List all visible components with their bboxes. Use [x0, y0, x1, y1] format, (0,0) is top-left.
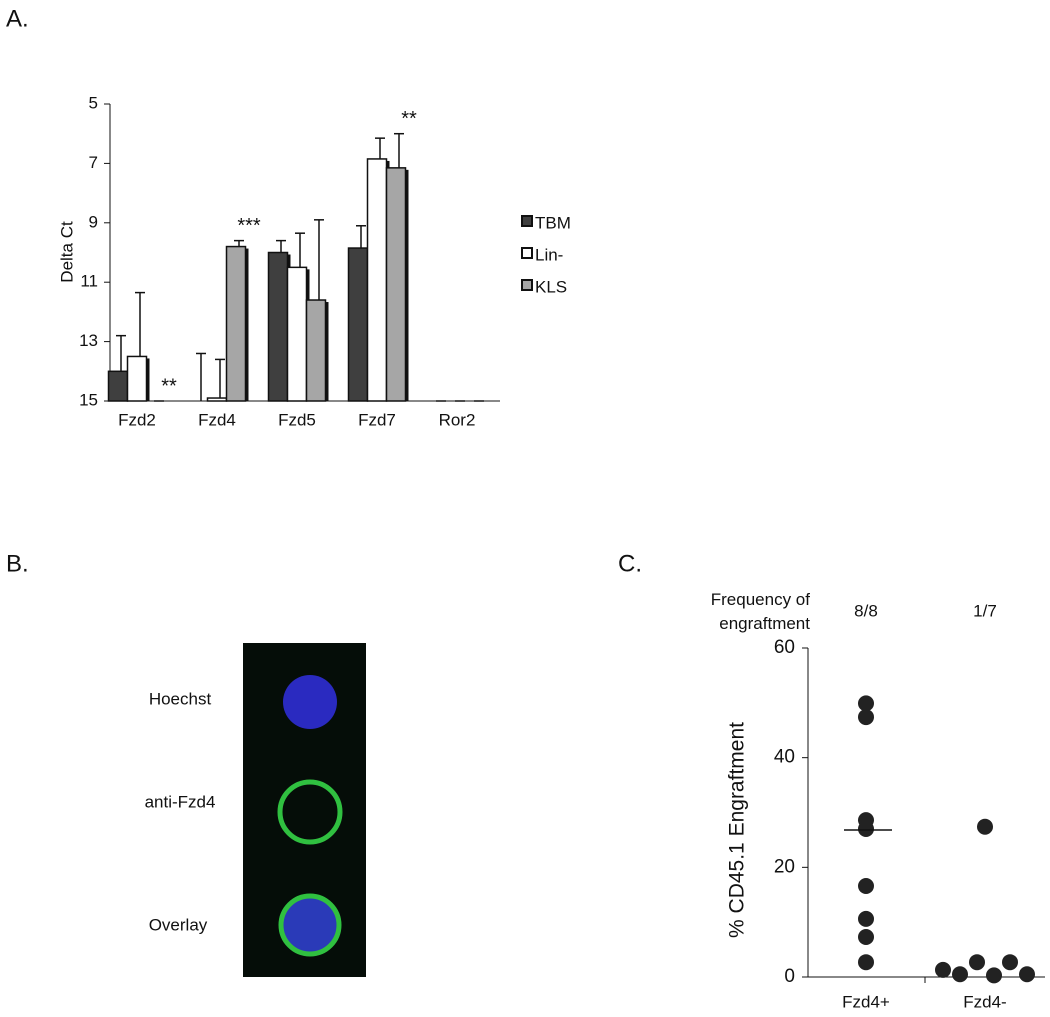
x-tick-label: Fzd4+ — [842, 992, 890, 1011]
y-axis-label: % CD45.1 Engraftment — [726, 722, 749, 938]
data-point — [858, 877, 874, 894]
data-point — [986, 967, 1002, 984]
data-point — [952, 966, 968, 983]
bar — [206, 397, 228, 402]
annotation: *** — [237, 215, 261, 237]
x-tick-label: Fzd2 — [118, 410, 156, 429]
y-tick-label: 9 — [89, 212, 98, 231]
micrograph — [243, 643, 366, 977]
data-point — [858, 910, 874, 927]
x-tick-label: Ror2 — [439, 410, 476, 429]
bar — [107, 370, 129, 402]
data-point — [969, 954, 985, 971]
x-tick-label: Fzd4- — [963, 992, 1006, 1011]
annotation: ** — [161, 375, 177, 397]
data-point — [935, 961, 951, 978]
x-tick-label: Fzd4 — [198, 410, 236, 429]
y-tick-label: 40 — [774, 747, 795, 768]
x-tick-label: Fzd5 — [278, 410, 316, 429]
data-point — [977, 818, 993, 835]
panel-label: A. — [6, 5, 29, 32]
y-tick-label: 7 — [89, 153, 98, 172]
legend-label: TBM — [535, 213, 571, 232]
legend-swatch — [521, 279, 533, 291]
panel-label: B. — [6, 550, 29, 577]
legend-swatch — [521, 215, 533, 227]
bar — [267, 251, 289, 402]
data-point — [1019, 966, 1035, 983]
y-tick-label: 20 — [774, 856, 795, 877]
data-point — [858, 954, 874, 971]
panel-label: C. — [618, 550, 642, 577]
image-label: Overlay — [149, 915, 208, 934]
bar — [126, 355, 148, 402]
y-tick-label: 5 — [89, 93, 98, 112]
frequency: 8/8 — [854, 601, 878, 620]
legend-label: KLS — [535, 277, 567, 296]
bar — [305, 299, 327, 402]
bar — [366, 158, 388, 402]
y-tick-label: 15 — [79, 390, 98, 409]
bar — [225, 245, 247, 402]
image-label: Hoechst — [149, 689, 212, 708]
legend-label: Lin- — [535, 245, 563, 264]
data-point — [1002, 954, 1018, 971]
data-point — [858, 709, 874, 726]
y-axis-label: Delta Ct — [57, 221, 76, 283]
y-tick-label: 11 — [80, 272, 98, 291]
y-tick-label: 60 — [774, 637, 795, 658]
legend-swatch — [521, 247, 533, 259]
data-point — [858, 695, 874, 712]
bar — [286, 266, 308, 402]
frequency: 1/7 — [973, 601, 997, 620]
y-tick-label: 0 — [784, 966, 795, 987]
frequency-label: Frequency of engraftment — [710, 590, 810, 633]
data-point — [858, 820, 874, 837]
bar — [385, 167, 407, 402]
image-label: anti-Fzd4 — [145, 792, 216, 811]
y-tick-label: 13 — [79, 331, 98, 350]
data-point — [858, 928, 874, 945]
x-tick-label: Fzd7 — [358, 410, 396, 429]
annotation: ** — [401, 108, 417, 130]
bar — [347, 247, 369, 402]
